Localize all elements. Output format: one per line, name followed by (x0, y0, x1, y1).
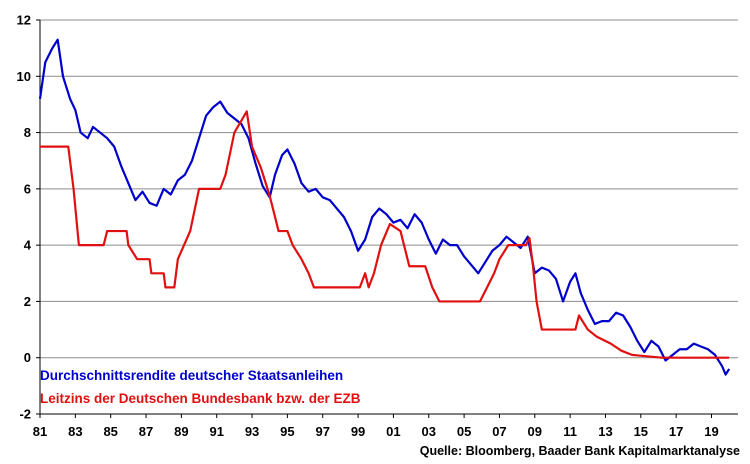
x-tick-label: 95 (280, 424, 294, 439)
y-tick-labels: -2 0 2 4 6 8 10 12 (17, 13, 32, 422)
x-tick-label: 03 (422, 424, 436, 439)
x-tick-label: 93 (245, 424, 259, 439)
series-line-yield (38, 38, 731, 376)
x-tick-label: 19 (704, 424, 718, 439)
y-tick-label: 4 (24, 238, 32, 253)
y-tick-label: 10 (17, 69, 31, 84)
x-tick-label: 07 (492, 424, 506, 439)
x-tick-label: 87 (139, 424, 153, 439)
x-tick-label: 91 (209, 424, 223, 439)
y-tick-label: 2 (24, 294, 31, 309)
x-tick-label: 05 (457, 424, 471, 439)
x-tick-label: 99 (351, 424, 365, 439)
legend-entry-yield: Durchschnittsrendite deutscher Staatsanl… (40, 368, 343, 383)
grid (40, 19, 738, 359)
x-tick-label: 81 (33, 424, 47, 439)
y-tick-label: 8 (24, 125, 31, 140)
x-tick-label: 11 (563, 424, 577, 439)
x-tick-label: 85 (103, 424, 117, 439)
x-tick-label: 89 (174, 424, 188, 439)
x-tick-label: 97 (315, 424, 329, 439)
y-tick-label: 12 (17, 13, 31, 28)
series-lines (38, 38, 731, 376)
legend-entry-policy-rate: Leitzins der Deutschen Bundesbank bzw. d… (40, 391, 361, 406)
x-tick-label: 01 (386, 424, 400, 439)
legend: Durchschnittsrendite deutscher Staatsanl… (40, 368, 361, 406)
x-tick-label: 13 (598, 424, 612, 439)
x-tick-label: 83 (68, 424, 82, 439)
x-tick-labels: 81 83 85 87 89 91 93 95 97 99 01 03 05 07 09 11 13 15 17 19 (33, 424, 719, 439)
y-tick-label: 6 (24, 181, 31, 196)
series-line-policy-rate (40, 110, 730, 359)
y-tick-label: -2 (19, 407, 31, 422)
x-tick-label: 15 (634, 424, 648, 439)
axes (36, 19, 738, 418)
y-tick-label: 0 (24, 350, 31, 365)
x-tick-label: 17 (669, 424, 683, 439)
source-note: Quelle: Bloomberg, Baader Bank Kapitalma… (420, 444, 740, 458)
x-tick-label: 09 (528, 424, 542, 439)
